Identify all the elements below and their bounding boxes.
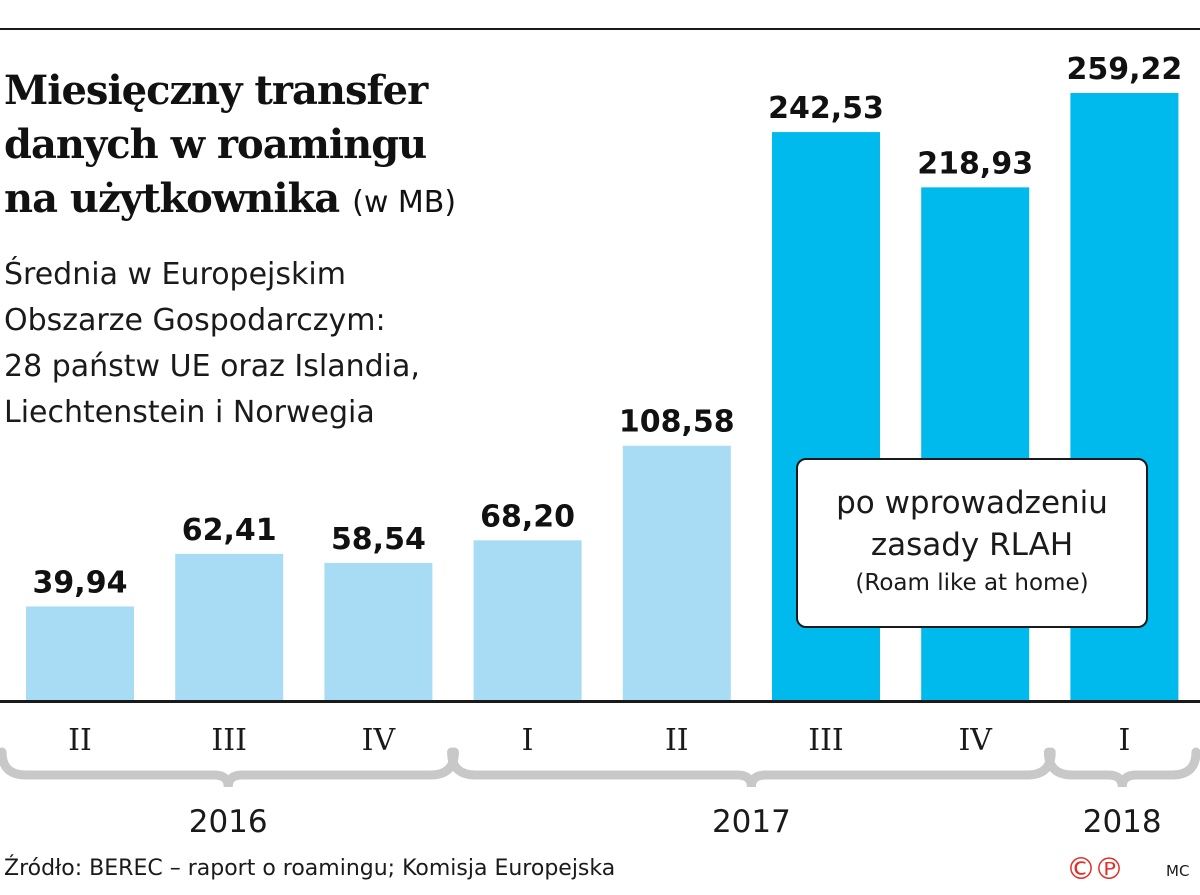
author-initials: MC <box>1166 862 1190 880</box>
annotation-line-3: (Roam like at home) <box>855 570 1089 596</box>
tick-label-6: IV <box>958 723 993 758</box>
title-line-3: na użytkownika (w MB) <box>4 172 564 230</box>
unit-label: (w MB) <box>352 185 457 220</box>
tick-label-0: II <box>68 723 92 758</box>
title-line-3-text: na użytkownika <box>4 175 340 222</box>
chart-title: Miesięczny transfer danych w roamingu na… <box>4 64 564 230</box>
top-rule <box>0 28 1200 30</box>
tick-label-3: I <box>522 723 534 758</box>
rlah-annotation-box: po wprowadzeniu zasady RLAH (Roam like a… <box>796 458 1148 628</box>
annotation-line-2: zasady RLAH <box>870 527 1074 563</box>
year-brace-2018 <box>1043 747 1200 788</box>
chart-subtitle: Średnia w Europejskim Obszarze Gospodarc… <box>4 252 564 436</box>
year-brace-2017 <box>447 747 1056 788</box>
title-line-2: danych w roamingu <box>4 121 427 168</box>
subtitle-line-2: Obszarze Gospodarczym: <box>4 303 386 338</box>
tick-label-1: III <box>211 723 247 758</box>
value-label-0: 39,94 <box>33 565 128 600</box>
tick-label-2: IV <box>362 723 397 758</box>
bar-3 <box>473 540 582 700</box>
subtitle-line-1: Średnia w Europejskim <box>4 257 346 292</box>
bar-1 <box>175 553 284 700</box>
bar-2 <box>324 562 433 700</box>
year-label-2018: 2018 <box>1083 804 1162 840</box>
tick-label-7: I <box>1118 723 1130 758</box>
tick-label-5: III <box>808 723 844 758</box>
year-label-2016: 2016 <box>189 804 268 840</box>
year-label-2017: 2017 <box>712 804 791 840</box>
value-label-3: 68,20 <box>480 499 575 534</box>
value-label-1: 62,41 <box>182 513 277 548</box>
bar-4 <box>622 445 731 700</box>
year-brace-2016 <box>0 747 459 788</box>
subtitle-line-4: Liechtenstein i Norwegia <box>4 395 375 430</box>
value-label-4: 108,58 <box>619 405 735 440</box>
value-label-7: 259,22 <box>1067 52 1183 87</box>
value-label-5: 242,53 <box>768 91 884 126</box>
source-footer: Źródło: BEREC – raport o roamingu; Komis… <box>4 856 616 881</box>
value-label-2: 58,54 <box>331 522 426 557</box>
tick-label-4: II <box>665 723 689 758</box>
annotation-line-1: po wprowadzeniu <box>836 485 1108 521</box>
bar-0 <box>26 606 134 700</box>
subtitle-line-3: 28 państw UE oraz Islandia, <box>4 349 420 384</box>
value-label-6: 218,93 <box>917 146 1033 181</box>
copyright-logo: ©℗ <box>1066 852 1124 887</box>
title-line-1: Miesięczny transfer <box>4 67 428 114</box>
